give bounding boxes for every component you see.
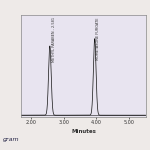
Text: gram: gram [3, 138, 20, 142]
Text: METHYL PARABEN - 2.581: METHYL PARABEN - 2.581 [51, 17, 56, 62]
Text: Minutes: Minutes [72, 129, 96, 134]
Text: MOMETASONE FUROATE: MOMETASONE FUROATE [96, 17, 100, 60]
